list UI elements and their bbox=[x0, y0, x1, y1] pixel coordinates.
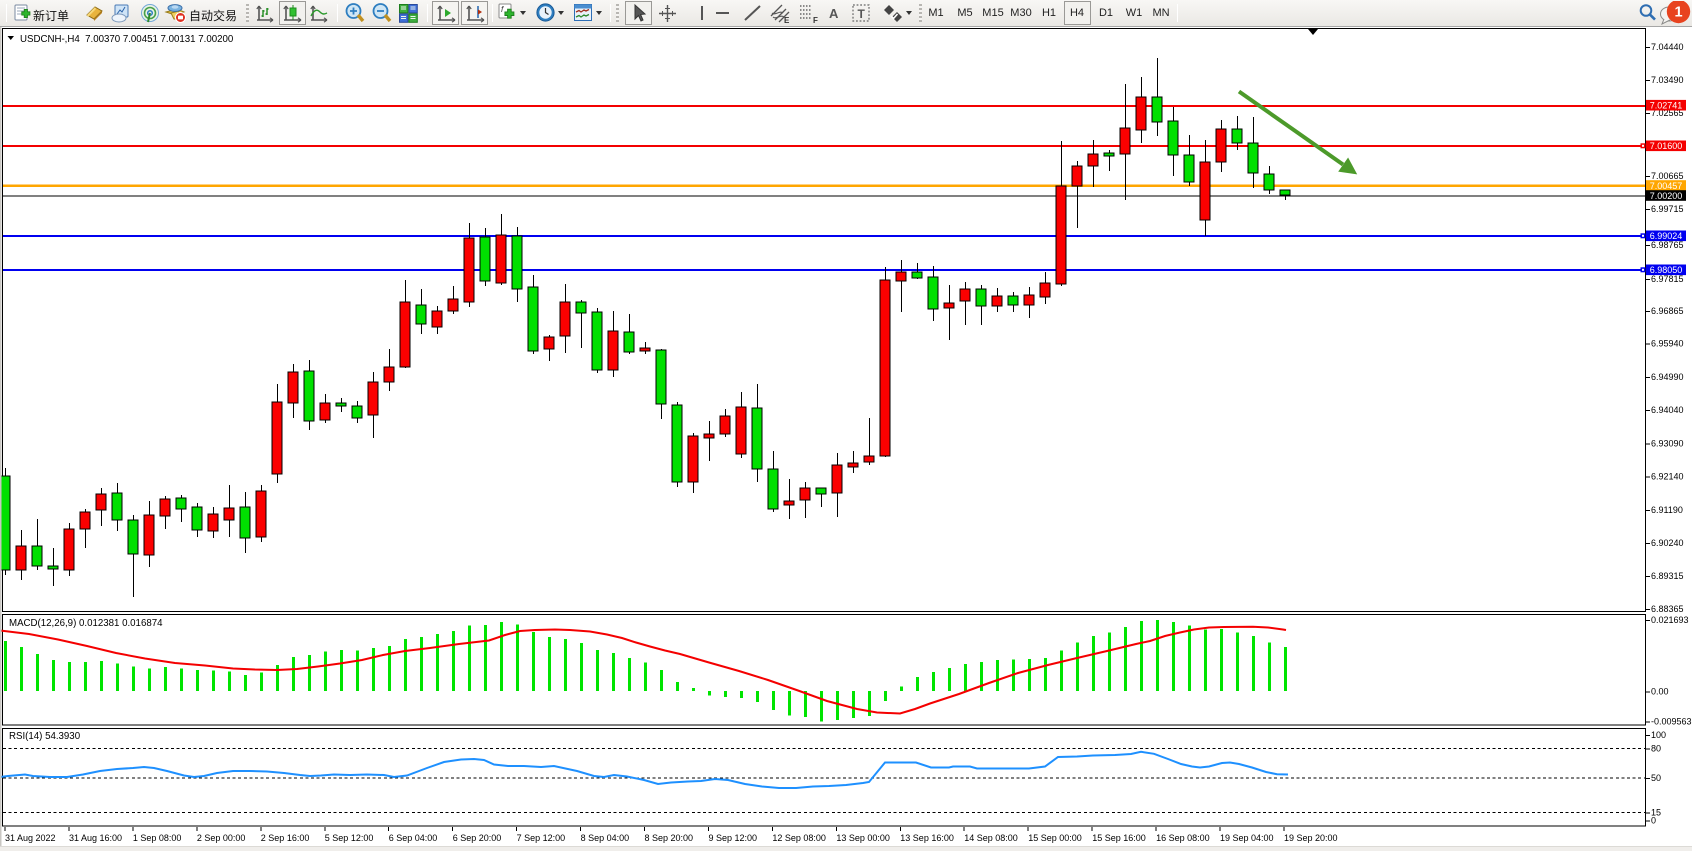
svg-text:T: T bbox=[858, 7, 866, 21]
svg-text:-0.009563: -0.009563 bbox=[1651, 717, 1692, 727]
svg-text:6.98050: 6.98050 bbox=[1650, 265, 1683, 275]
svg-text:6.98765: 6.98765 bbox=[1651, 240, 1684, 250]
svg-text:1 Sep 08:00: 1 Sep 08:00 bbox=[133, 833, 182, 843]
svg-text:MACD(12,26,9) 0.012381 0.01687: MACD(12,26,9) 0.012381 0.016874 bbox=[9, 618, 163, 629]
svg-text:6.96865: 6.96865 bbox=[1651, 306, 1684, 316]
svg-text:5 Sep 12:00: 5 Sep 12:00 bbox=[325, 833, 374, 843]
svg-text:8 Sep 04:00: 8 Sep 04:00 bbox=[581, 833, 630, 843]
svg-text:6.93090: 6.93090 bbox=[1651, 439, 1684, 449]
svg-text:7.00457: 7.00457 bbox=[1650, 181, 1683, 191]
svg-text:0.00: 0.00 bbox=[1651, 687, 1669, 697]
svg-text:9 Sep 12:00: 9 Sep 12:00 bbox=[709, 833, 758, 843]
svg-text:RSI(14) 54.3930: RSI(14) 54.3930 bbox=[9, 731, 81, 742]
svg-text:19 Sep 04:00: 19 Sep 04:00 bbox=[1220, 833, 1274, 843]
svg-text:7.03490: 7.03490 bbox=[1651, 75, 1684, 85]
svg-text:6.94990: 6.94990 bbox=[1651, 372, 1684, 382]
svg-text:6.89315: 6.89315 bbox=[1651, 571, 1684, 581]
svg-text:6.99024: 6.99024 bbox=[1650, 231, 1683, 241]
svg-text:8 Sep 20:00: 8 Sep 20:00 bbox=[645, 833, 694, 843]
svg-text:0.021693: 0.021693 bbox=[1651, 615, 1689, 625]
svg-text:7.01600: 7.01600 bbox=[1650, 141, 1683, 151]
svg-text:31 Aug 16:00: 31 Aug 16:00 bbox=[69, 833, 122, 843]
svg-text:12 Sep 08:00: 12 Sep 08:00 bbox=[772, 833, 826, 843]
svg-text:6.95940: 6.95940 bbox=[1651, 339, 1684, 349]
svg-text:6.88365: 6.88365 bbox=[1651, 604, 1684, 614]
svg-text:13 Sep 00:00: 13 Sep 00:00 bbox=[836, 833, 890, 843]
svg-text:6.92140: 6.92140 bbox=[1651, 472, 1684, 482]
svg-text:16 Sep 08:00: 16 Sep 08:00 bbox=[1156, 833, 1210, 843]
svg-text:15: 15 bbox=[1651, 808, 1661, 818]
svg-text:6.90240: 6.90240 bbox=[1651, 538, 1684, 548]
svg-text:6 Sep 04:00: 6 Sep 04:00 bbox=[389, 833, 438, 843]
svg-text:100: 100 bbox=[1651, 730, 1666, 740]
svg-text:6.99715: 6.99715 bbox=[1651, 204, 1684, 214]
svg-text:7.00200: 7.00200 bbox=[1650, 191, 1683, 201]
svg-text:E: E bbox=[784, 16, 790, 25]
svg-text:USDCNH-,H4 7.00370 7.00451 7.: USDCNH-,H4 7.00370 7.00451 7.00131 7.002… bbox=[20, 34, 234, 45]
svg-text:13 Sep 16:00: 13 Sep 16:00 bbox=[900, 833, 954, 843]
svg-text:6.94040: 6.94040 bbox=[1651, 405, 1684, 415]
svg-text:1: 1 bbox=[1674, 5, 1682, 21]
svg-text:31 Aug 2022: 31 Aug 2022 bbox=[5, 833, 56, 843]
svg-text:6.91190: 6.91190 bbox=[1651, 505, 1683, 515]
svg-text:0: 0 bbox=[1651, 816, 1656, 826]
svg-text:15 Sep 00:00: 15 Sep 00:00 bbox=[1028, 833, 1082, 843]
svg-text:50: 50 bbox=[1651, 773, 1661, 783]
svg-text:80: 80 bbox=[1651, 744, 1661, 754]
svg-text:2 Sep 00:00: 2 Sep 00:00 bbox=[197, 833, 246, 843]
svg-text:7.02565: 7.02565 bbox=[1651, 108, 1684, 118]
svg-text:7.04440: 7.04440 bbox=[1651, 42, 1684, 52]
svg-text:F: F bbox=[813, 16, 818, 25]
svg-text:7.00665: 7.00665 bbox=[1651, 171, 1684, 181]
svg-text:6.97815: 6.97815 bbox=[1651, 274, 1684, 284]
svg-text:7 Sep 12:00: 7 Sep 12:00 bbox=[517, 833, 566, 843]
svg-text:14 Sep 08:00: 14 Sep 08:00 bbox=[964, 833, 1018, 843]
svg-text:6 Sep 20:00: 6 Sep 20:00 bbox=[453, 833, 502, 843]
svg-text:7.02741: 7.02741 bbox=[1650, 101, 1683, 111]
svg-text:19 Sep 20:00: 19 Sep 20:00 bbox=[1284, 833, 1338, 843]
svg-text:f: f bbox=[501, 5, 504, 14]
svg-text:15 Sep 16:00: 15 Sep 16:00 bbox=[1092, 833, 1146, 843]
svg-text:2 Sep 16:00: 2 Sep 16:00 bbox=[261, 833, 310, 843]
